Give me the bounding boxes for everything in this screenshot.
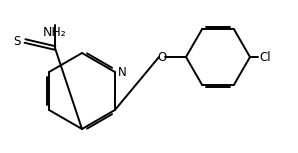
- Text: S: S: [14, 34, 21, 47]
- Text: NH₂: NH₂: [43, 26, 67, 39]
- Text: Cl: Cl: [259, 50, 271, 63]
- Text: N: N: [118, 65, 127, 78]
- Text: O: O: [157, 50, 167, 63]
